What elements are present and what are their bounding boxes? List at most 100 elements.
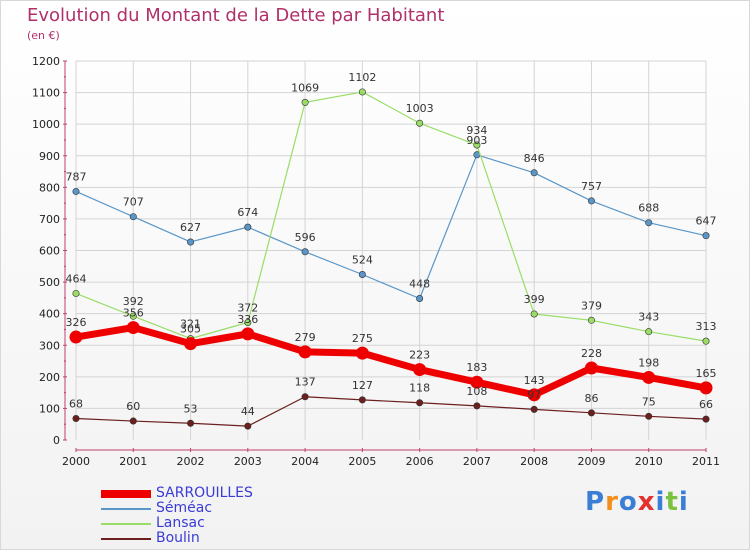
grid-lines (75, 60, 707, 440)
chart-unit-label: (en €) (27, 29, 60, 42)
data-point (72, 187, 80, 195)
data-point (301, 98, 309, 106)
y-tick-label: 200 (39, 371, 60, 384)
data-label: 183 (466, 361, 487, 374)
data-label: 127 (352, 379, 373, 392)
data-point (184, 337, 198, 351)
data-label: 75 (642, 395, 656, 408)
y-tick-label: 400 (39, 308, 60, 321)
data-point (702, 232, 710, 240)
data-label: 165 (696, 367, 717, 380)
data-label: 448 (409, 278, 430, 291)
data-point (587, 316, 595, 324)
y-tick-label: 1200 (32, 55, 60, 68)
data-labels: 326 356 305 336 279 275 223 183 143 228 198 165 787 7… (66, 71, 717, 418)
data-label: 305 (180, 323, 201, 336)
data-label: 372 (237, 302, 258, 315)
y-tick-label: 800 (39, 181, 60, 194)
data-point (358, 271, 366, 279)
data-label: 198 (638, 356, 659, 369)
data-label: 66 (699, 398, 713, 411)
x-tick-label: 2003 (234, 455, 262, 468)
data-point (187, 419, 195, 427)
data-label: 1069 (291, 81, 319, 94)
data-point (645, 219, 653, 227)
y-tick-label: 600 (39, 245, 60, 258)
data-point (358, 396, 366, 404)
data-point (416, 399, 424, 407)
data-label: 275 (352, 332, 373, 345)
data-label: 336 (237, 313, 258, 326)
data-point (241, 327, 255, 341)
legend-label: Boulin (156, 530, 200, 546)
data-point (244, 422, 252, 430)
data-point (355, 346, 369, 360)
x-tick-label: 2002 (177, 455, 205, 468)
legend-item: Séméac (101, 500, 341, 516)
data-label: 846 (524, 152, 545, 165)
x-tick-label: 2005 (348, 455, 376, 468)
data-point (298, 345, 312, 359)
proxiti-logo: Proxiti (585, 487, 689, 517)
x-tick-label: 2010 (635, 455, 663, 468)
data-point (530, 310, 538, 318)
data-point (129, 417, 137, 425)
data-label: 279 (295, 331, 316, 344)
data-label: 379 (581, 299, 602, 312)
data-label: 228 (581, 347, 602, 360)
data-label: 596 (295, 231, 316, 244)
x-tick-label: 2011 (692, 455, 720, 468)
legend-label: SARROUILLES (156, 485, 253, 501)
data-label: 464 (66, 272, 87, 285)
data-label: 68 (69, 398, 83, 411)
data-label: 627 (180, 221, 201, 234)
data-label: 321 (180, 318, 201, 331)
legend-swatch (101, 508, 151, 510)
data-point (587, 409, 595, 417)
axes: 0 100 200 300 400 500 600 700 800 900 1000 1100 1200… (32, 55, 720, 468)
data-label: 392 (123, 295, 144, 308)
data-point (470, 375, 484, 389)
y-tick-label: 1000 (32, 118, 60, 131)
series-s-m-ac (72, 151, 710, 303)
x-tick-label: 2008 (520, 455, 548, 468)
data-point (416, 295, 424, 303)
data-label: 757 (581, 180, 602, 193)
data-label: 399 (524, 293, 545, 306)
data-point (187, 238, 195, 246)
y-tick-label: 700 (39, 213, 60, 226)
data-point (126, 321, 140, 335)
data-label: 326 (66, 316, 87, 329)
series-group (69, 88, 713, 430)
data-label: 1003 (406, 102, 434, 115)
series-line (75, 396, 707, 427)
series-boulin (72, 393, 710, 430)
data-point (301, 248, 309, 256)
data-point (416, 119, 424, 127)
data-point (72, 289, 80, 297)
data-label: 707 (123, 196, 144, 209)
data-label: 688 (638, 202, 659, 215)
y-tick-label: 900 (39, 150, 60, 163)
data-point (129, 213, 137, 221)
legend-label: Séméac (156, 500, 213, 516)
data-point (69, 330, 83, 344)
data-label: 60 (126, 400, 140, 413)
data-label: 143 (524, 374, 545, 387)
y-tick-label: 1100 (32, 87, 60, 100)
data-label: 903 (466, 134, 487, 147)
data-label: 97 (527, 388, 541, 401)
data-point (358, 88, 366, 96)
data-point (72, 415, 80, 423)
data-point (587, 197, 595, 205)
data-label: 934 (466, 124, 487, 137)
data-point (413, 363, 427, 377)
data-label: 524 (352, 254, 373, 267)
series-sarrouilles (69, 321, 713, 402)
data-label: 647 (696, 215, 717, 228)
legend-item: Boulin (101, 530, 341, 546)
y-tick-label: 300 (39, 339, 60, 352)
data-label: 787 (66, 170, 87, 183)
